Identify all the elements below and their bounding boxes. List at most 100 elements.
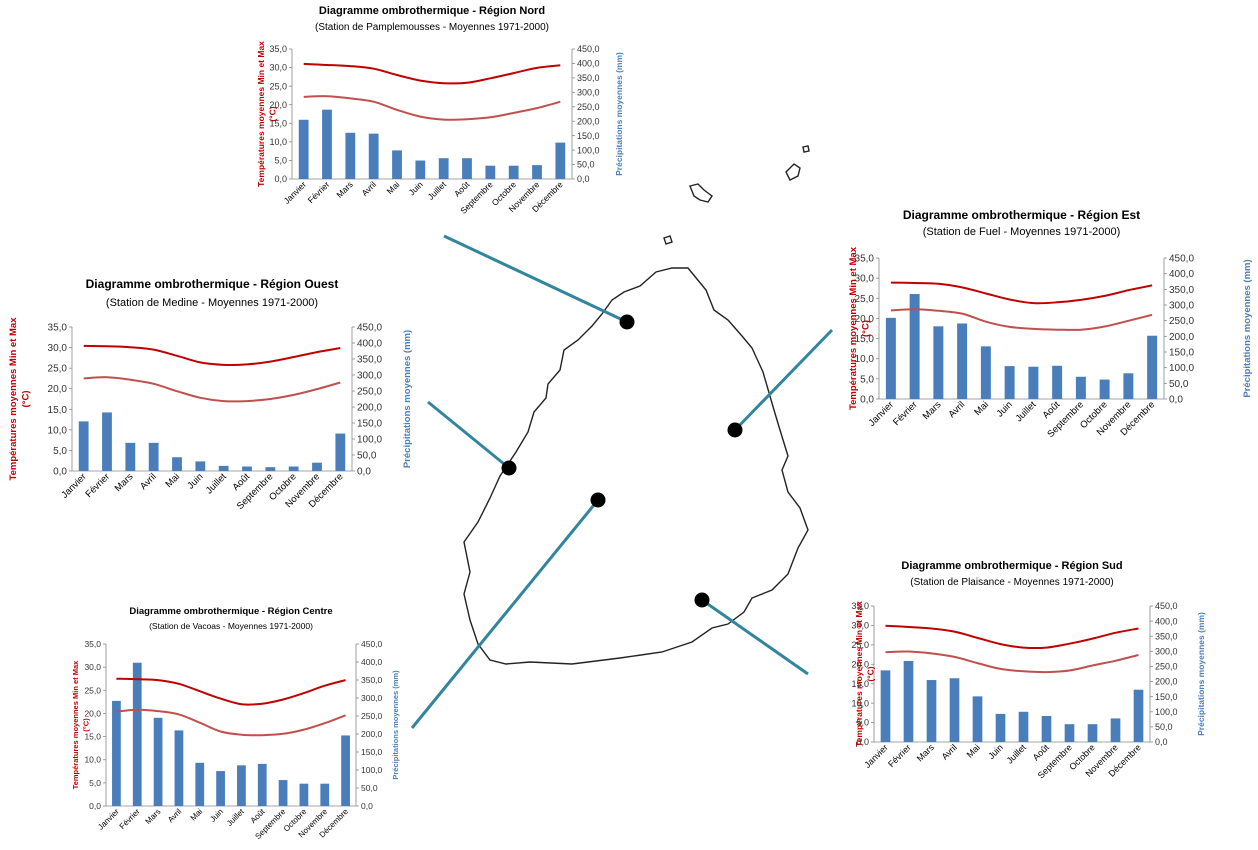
y-tick-label-right: 150,0 xyxy=(357,419,382,430)
y-tick-label-right: 450,0 xyxy=(361,639,383,649)
chart-title: Diagramme ombrothermique - Région Est xyxy=(903,208,1140,222)
y-tick-label-right: 150,0 xyxy=(1155,692,1178,702)
y-tick-label-right: 100,0 xyxy=(1155,707,1178,717)
y-tick-label-right: 450,0 xyxy=(1155,601,1178,611)
precip-bar xyxy=(1052,365,1063,399)
y-tick-label-left: 0,0 xyxy=(89,801,101,811)
y-axis-label-right: Précipitations moyennes (mm) xyxy=(391,670,400,780)
tmin-line xyxy=(885,650,1139,674)
x-tick-label: Juillet xyxy=(225,807,246,828)
precip-bar xyxy=(320,783,330,806)
x-tick-label: Juillet xyxy=(204,471,229,496)
connector-sud xyxy=(701,598,809,676)
y-tick-label-left: 15,0 xyxy=(48,405,68,416)
tmax-line xyxy=(303,62,561,85)
precip-bar xyxy=(265,467,276,471)
precip-bar xyxy=(980,346,991,399)
precip-bar xyxy=(368,133,379,179)
precip-bar xyxy=(237,765,246,806)
station-dot-nord[interactable] xyxy=(619,314,635,330)
precip-bar xyxy=(298,119,309,179)
y-tick-label-right: 450,0 xyxy=(1169,254,1194,265)
x-tick-label: Février xyxy=(886,742,913,769)
y-tick-label-right: 200,0 xyxy=(361,729,383,739)
precip-bar xyxy=(1087,724,1098,742)
y-tick-label-right: 350,0 xyxy=(357,355,382,366)
y-tick-label-left: 35,0 xyxy=(84,639,101,649)
islet xyxy=(689,183,713,203)
y-tick-label-right: 200,0 xyxy=(1169,332,1194,343)
tmax-line xyxy=(885,624,1139,650)
station-dot-sud[interactable] xyxy=(694,592,710,608)
y-tick-label-right: 350,0 xyxy=(1155,631,1178,641)
y-tick-label-right: 200,0 xyxy=(357,403,382,414)
precip-bar xyxy=(1133,689,1144,742)
precip-bar xyxy=(995,713,1006,742)
y-tick-label-right: 0,0 xyxy=(361,801,373,811)
y-tick-label-left: 35,0 xyxy=(269,44,287,54)
chart-subtitle: (Station de Plaisance - Moyennes 1971-20… xyxy=(910,577,1113,588)
y-tick-label-left: 30,0 xyxy=(855,274,875,285)
y-tick-label-left: 35,0 xyxy=(851,601,869,611)
x-tick-label: Août xyxy=(249,807,268,826)
charts: Diagramme ombrothermique - Région Nord (S… xyxy=(8,5,1253,841)
y-tick-label-left: 25,0 xyxy=(851,640,869,650)
y-tick-label-right: 100,0 xyxy=(1169,363,1194,374)
y-tick-label-left: 35,0 xyxy=(855,254,875,265)
x-tick-label: Juin xyxy=(185,471,205,491)
precip-bar xyxy=(195,762,205,806)
y-tick-label-right: 150,0 xyxy=(577,131,600,141)
precip-bar xyxy=(1064,724,1075,742)
y-tick-label-left: 20,0 xyxy=(84,708,101,718)
x-tick-label: Mars xyxy=(915,742,937,764)
precip-bar xyxy=(345,132,356,179)
precip-bar xyxy=(885,317,896,399)
y-tick-label-right: 100,0 xyxy=(577,145,600,155)
y-tick-label-left: 20,0 xyxy=(855,314,875,325)
x-tick-label: Juin xyxy=(995,399,1015,419)
precip-bar xyxy=(415,160,426,179)
y-tick-label-right: 450,0 xyxy=(577,44,600,54)
x-tick-label: Mars xyxy=(144,807,163,826)
y-tick-label-left: 5,0 xyxy=(860,374,874,385)
connector-centre xyxy=(410,499,600,729)
tmax-line xyxy=(83,344,341,367)
chart-title: Diagramme ombrothermique - Région Sud xyxy=(901,560,1122,572)
precip-bar xyxy=(880,670,891,742)
station-dot-ouest[interactable] xyxy=(501,460,517,476)
y-tick-label-right: 300,0 xyxy=(577,87,600,97)
station-dot-centre[interactable] xyxy=(590,492,606,508)
tmin-line xyxy=(890,308,1153,331)
y-tick-label-left: 0,0 xyxy=(856,737,869,747)
x-tick-label: Février xyxy=(891,399,920,428)
islet xyxy=(663,235,673,245)
precip-bar xyxy=(1099,379,1110,399)
x-tick-label: Avril xyxy=(940,742,959,761)
precip-bar xyxy=(78,421,89,471)
y-tick-label-right: 400,0 xyxy=(1169,269,1194,280)
y-tick-label-right: 150,0 xyxy=(1169,348,1194,359)
y-tick-label-right: 450,0 xyxy=(357,323,382,334)
precip-bar xyxy=(112,700,121,806)
y-tick-label-right: 350,0 xyxy=(1169,285,1194,296)
chart-2: Diagramme ombrothermique - Région Est (St… xyxy=(848,208,1253,440)
precip-bar xyxy=(278,780,288,806)
chart-1: Diagramme ombrothermique - Région Ouest (… xyxy=(8,277,413,512)
x-tick-label: Mai xyxy=(385,179,402,196)
y-tick-label-left: 10,0 xyxy=(855,354,875,365)
station-dot-est[interactable] xyxy=(727,422,743,438)
precip-bar xyxy=(508,165,519,179)
y-tick-label-left: 5,0 xyxy=(274,156,287,166)
precip-bar xyxy=(172,457,182,471)
precip-bar xyxy=(153,717,163,806)
y-tick-label-left: 25,0 xyxy=(48,364,68,375)
chart-0: Diagramme ombrothermique - Région Nord (S… xyxy=(256,5,624,216)
y-tick-label-left: 25,0 xyxy=(269,81,287,91)
island-map xyxy=(410,145,834,729)
y-tick-label-right: 50,0 xyxy=(1155,722,1173,732)
y-tick-label-left: 0,0 xyxy=(53,467,67,478)
islet xyxy=(785,163,801,181)
y-axis-label-right: Précipitations moyennes (mm) xyxy=(614,52,624,176)
x-tick-label: Février xyxy=(83,471,112,500)
